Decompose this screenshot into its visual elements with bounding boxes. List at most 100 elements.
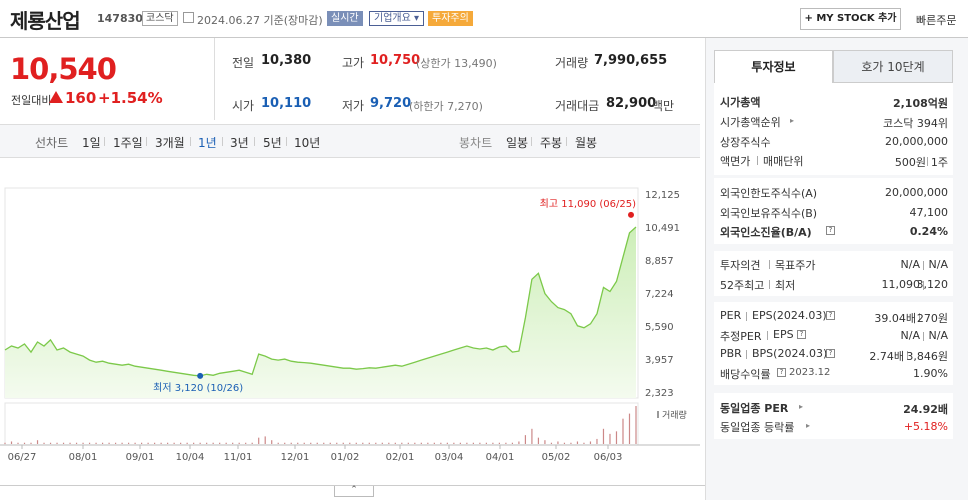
add-my-stock-button[interactable]: + MY STOCK 추가 bbox=[800, 8, 901, 30]
volume-bar bbox=[498, 442, 500, 444]
industry-per-label[interactable]: 동일업종 PER bbox=[720, 402, 789, 415]
volume-bar bbox=[479, 442, 481, 444]
tab-invest-info[interactable]: 투자정보 bbox=[714, 50, 833, 83]
low-value: 9,720 bbox=[370, 96, 412, 111]
volume-bar bbox=[596, 438, 598, 444]
volume-bar bbox=[524, 435, 527, 444]
volume-bar bbox=[134, 442, 136, 444]
x-tick-label: 02/01 bbox=[386, 452, 415, 463]
current-price: 10,540 bbox=[10, 52, 117, 86]
stock-header bbox=[0, 0, 968, 38]
volume-bar bbox=[433, 442, 435, 444]
realtime-badge[interactable]: 실시간 bbox=[327, 11, 363, 26]
dividend-value: 1.90% bbox=[913, 367, 948, 380]
y-axis-ticks: 12,125 10,491 8,857 7,224 5,590 3,957 2,323 bbox=[645, 190, 680, 399]
target-price-label: 목표주가 bbox=[775, 259, 816, 272]
x-tick-label: 05/02 bbox=[542, 452, 571, 463]
divider bbox=[919, 313, 920, 322]
volume-bar bbox=[160, 442, 162, 444]
volume-bar bbox=[362, 442, 364, 444]
volume-bar bbox=[531, 428, 533, 444]
help-icon[interactable]: ? bbox=[777, 368, 786, 377]
period-1y[interactable]: 1년 bbox=[198, 136, 217, 150]
volume-bar bbox=[557, 441, 559, 444]
help-icon[interactable]: ? bbox=[826, 226, 835, 235]
period-10y[interactable]: 10년 bbox=[294, 136, 321, 150]
amount-unit: 백만 bbox=[652, 99, 675, 113]
stock-name: 제룡산업 bbox=[10, 9, 81, 33]
low-label: 저가 bbox=[342, 99, 365, 113]
volume-bar bbox=[576, 441, 579, 444]
dividend-label: 배당수익률 bbox=[720, 368, 771, 381]
candle-monthly[interactable]: 월봉 bbox=[575, 136, 598, 150]
volume-value: 7,990,655 bbox=[594, 53, 668, 68]
est-eps-label: EPS bbox=[773, 328, 794, 341]
volume-bar bbox=[336, 442, 338, 444]
par-value: 500원 bbox=[894, 156, 926, 169]
change-value: 160 bbox=[65, 89, 97, 107]
high-label: 고가 bbox=[342, 56, 365, 70]
divider bbox=[531, 137, 532, 146]
volume-bar bbox=[544, 440, 546, 444]
candle-daily[interactable]: 일봉 bbox=[506, 136, 529, 150]
period-3m[interactable]: 3개월 bbox=[155, 136, 185, 150]
divider bbox=[767, 331, 768, 340]
divider bbox=[0, 485, 705, 486]
collapse-up-icon[interactable]: ⌃ bbox=[334, 486, 374, 497]
volume-bar bbox=[62, 442, 65, 444]
line-chart-label: 선차트 bbox=[35, 136, 69, 150]
calendar-icon bbox=[183, 12, 194, 23]
tab-orderbook-10[interactable]: 호가 10단계 bbox=[833, 50, 953, 83]
x-tick-label: 09/01 bbox=[126, 452, 155, 463]
arrow-right-icon: ▸ bbox=[790, 116, 795, 125]
company-info-button[interactable]: 기업개요 ▾ bbox=[369, 11, 425, 26]
divider bbox=[769, 280, 770, 289]
market-badge: 코스닥 bbox=[142, 11, 178, 26]
valuation-section bbox=[714, 302, 953, 385]
divider bbox=[104, 137, 105, 146]
volume-plot-frame bbox=[4, 402, 639, 446]
y-tick-label: 12,125 bbox=[645, 190, 680, 201]
volume-bar bbox=[453, 442, 455, 444]
help-icon[interactable]: ? bbox=[797, 330, 806, 339]
period-5y[interactable]: 5년 bbox=[263, 136, 282, 150]
volume-bar bbox=[49, 442, 52, 444]
help-icon[interactable]: ? bbox=[826, 311, 835, 320]
x-tick-label: 03/04 bbox=[435, 452, 464, 463]
industry-rate-label[interactable]: 동일업종 등락률 bbox=[720, 421, 795, 434]
volume-bar bbox=[127, 442, 130, 444]
help-icon[interactable]: ? bbox=[826, 349, 835, 358]
unit-value: 1주 bbox=[930, 156, 948, 169]
amount-label: 거래대금 bbox=[555, 99, 600, 113]
period-3y[interactable]: 3년 bbox=[230, 136, 249, 150]
x-axis-ticks: 06/27 08/01 09/01 10/04 11/01 12/01 01/02 02/01… bbox=[8, 445, 622, 463]
industry-per-value: 24.92배 bbox=[903, 403, 948, 416]
volume-bar bbox=[316, 442, 318, 444]
y-tick-label: 8,857 bbox=[645, 256, 674, 267]
x-tick-label: 06/27 bbox=[8, 452, 37, 463]
volume-bar bbox=[323, 442, 325, 444]
volume-bar bbox=[329, 442, 331, 444]
volume-bar bbox=[609, 433, 611, 444]
period-1w[interactable]: 1주일 bbox=[113, 136, 143, 150]
foreign-limit-label: 외국인한도주식수(A) bbox=[720, 187, 818, 200]
base-date: 2024.06.27 기준(장마감) bbox=[197, 14, 323, 27]
volume-bar bbox=[258, 437, 260, 444]
candle-weekly[interactable]: 주봉 bbox=[540, 136, 563, 150]
mcap-rank-label[interactable]: 시가총액순위 bbox=[720, 116, 781, 129]
price-chart[interactable]: 12,125 10,491 8,857 7,224 5,590 3,957 2,323 06… bbox=[0, 158, 700, 500]
change-label: 전일대비 bbox=[11, 94, 52, 107]
volume-bar bbox=[17, 442, 19, 444]
volume-bar bbox=[114, 442, 117, 444]
fast-order-button[interactable]: 빠른주문 bbox=[916, 14, 957, 27]
x-tick-label: 12/01 bbox=[281, 452, 310, 463]
dividend-date: 2023.12 bbox=[789, 367, 831, 378]
divider bbox=[923, 281, 924, 290]
high-value: 10,750 bbox=[370, 53, 421, 68]
volume-bar bbox=[297, 442, 299, 444]
opinion-value: N/A bbox=[900, 258, 920, 271]
divider bbox=[214, 38, 215, 120]
volume-bars bbox=[4, 406, 637, 444]
volume-bar bbox=[88, 442, 91, 444]
period-1d[interactable]: 1일 bbox=[82, 136, 101, 150]
